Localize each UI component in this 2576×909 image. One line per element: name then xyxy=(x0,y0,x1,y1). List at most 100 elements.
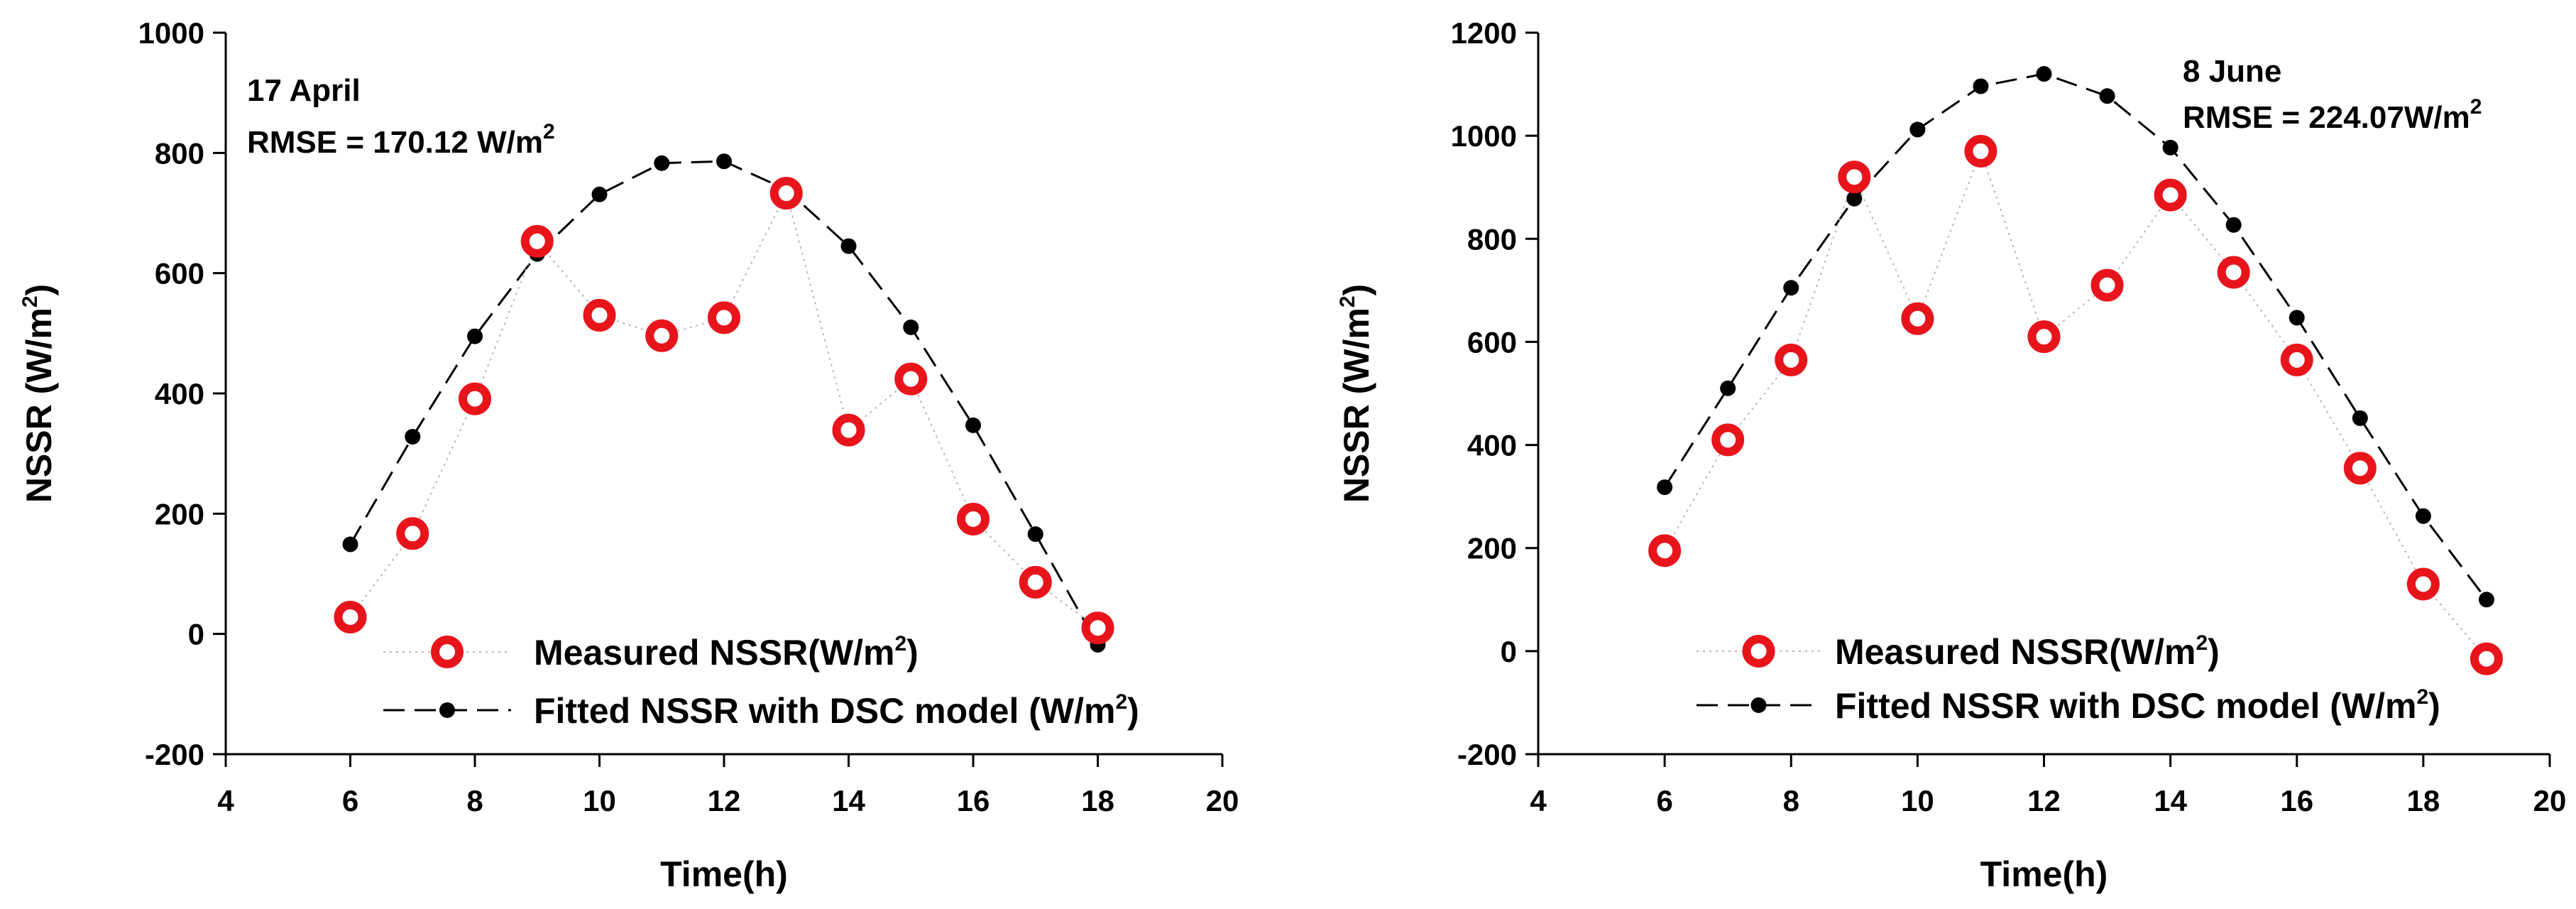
fitted-point xyxy=(1783,280,1799,296)
x-axis-title: Time(h) xyxy=(660,854,788,894)
x-tick-label: 6 xyxy=(1656,784,1672,817)
x-tick-label: 18 xyxy=(2407,784,2440,817)
fitted-point xyxy=(2225,217,2242,233)
fitted-point xyxy=(405,428,421,445)
fitted-point xyxy=(965,417,981,433)
fitted-point xyxy=(2099,88,2115,104)
measured-point xyxy=(2217,256,2250,289)
y-tick-label: 0 xyxy=(1501,635,1517,668)
x-tick-label: 14 xyxy=(832,784,865,817)
fitted-point xyxy=(591,186,608,202)
date-annotation: 17 April xyxy=(247,73,361,108)
y-axis-title: NSSR (W/m2) xyxy=(1336,284,1376,503)
x-tick-label: 8 xyxy=(1783,784,1799,817)
legend-measured-marker xyxy=(1742,635,1775,668)
x-tick-label: 10 xyxy=(583,784,616,817)
legend-fitted-label: Fitted NSSR with DSC model (W/m2) xyxy=(1835,685,2440,726)
legend-fitted-marker xyxy=(1750,697,1767,713)
fitted-point xyxy=(654,155,670,171)
fitted-point xyxy=(2036,66,2052,82)
y-tick-label: 200 xyxy=(1467,532,1517,565)
rmse-annotation: RMSE = 170.12 W/m2 xyxy=(247,120,555,160)
measured-point xyxy=(459,382,491,415)
chart-panel-8-june: -200 0 200 400 600 800 1000 1200 4 6 8 10 12 14 16 18 20… xyxy=(1336,16,2566,894)
measured-point xyxy=(2470,642,2503,675)
x-tick-label: 18 xyxy=(1081,784,1114,817)
legend-fitted-label: Fitted NSSR with DSC model (W/m2) xyxy=(534,690,1139,731)
measured-point xyxy=(1838,160,1871,194)
x-axis-title: Time(h) xyxy=(1980,854,2108,894)
y-tick-label: 800 xyxy=(155,136,204,170)
y-tick-label: 600 xyxy=(155,257,204,290)
y-tick-label: 400 xyxy=(1467,429,1517,462)
fitted-point xyxy=(716,153,732,170)
y-tick-label: 800 xyxy=(1467,222,1517,256)
measured-point xyxy=(1081,611,1114,645)
x-tick-label: 16 xyxy=(2280,784,2313,817)
x-tick-label: 20 xyxy=(1206,784,1239,817)
fitted-point xyxy=(1027,526,1043,543)
y-tick-label: -200 xyxy=(1457,738,1517,771)
fitted-point xyxy=(1720,380,1736,396)
measured-point xyxy=(1775,343,1808,376)
fitted-point xyxy=(2415,508,2431,524)
x-tick-label: 8 xyxy=(466,784,483,817)
measured-point xyxy=(2027,320,2061,354)
legend-measured-label: Measured NSSR(W/m2) xyxy=(534,632,919,673)
measured-point xyxy=(769,177,803,210)
measured-point xyxy=(1648,534,1682,567)
x-tick-label: 20 xyxy=(2533,784,2567,817)
y-tick-label: 200 xyxy=(155,497,204,530)
fitted-point xyxy=(467,328,483,344)
measured-point xyxy=(2343,452,2377,485)
y-tick-label: 1000 xyxy=(138,16,204,50)
y-tick-label: 400 xyxy=(155,377,204,410)
fitted-point xyxy=(2478,592,2494,608)
measured-point xyxy=(583,298,616,332)
y-axis-title: NSSR (W/m2) xyxy=(18,284,59,503)
measured-point xyxy=(2280,343,2313,376)
measured-point xyxy=(832,413,865,447)
measured-point xyxy=(1964,134,1997,168)
measured-point xyxy=(520,224,554,258)
y-tick-label: 0 xyxy=(188,618,204,651)
x-tick-label: 14 xyxy=(2154,784,2187,817)
x-tick-label: 10 xyxy=(1901,784,1934,817)
legend-measured-marker xyxy=(431,636,464,668)
fitted-point xyxy=(1846,190,1863,207)
fitted-point xyxy=(840,238,857,254)
legend-fitted-marker xyxy=(439,702,455,718)
measured-point xyxy=(894,362,928,396)
measured-point xyxy=(2154,178,2187,212)
fitted-point xyxy=(1657,479,1673,496)
measured-point xyxy=(396,517,429,550)
date-annotation: 8 June xyxy=(2183,54,2281,89)
x-tick-label: 6 xyxy=(342,784,358,817)
fitted-series-line xyxy=(1663,72,2488,601)
x-tick-label: 16 xyxy=(957,784,990,817)
measured-series-line xyxy=(349,191,1099,629)
fitted-point xyxy=(903,319,919,335)
measured-point xyxy=(1711,423,1745,457)
y-tick-label: -200 xyxy=(145,738,204,771)
measured-series-line xyxy=(1664,148,2487,660)
chart-panel-17-april: -200 0 200 400 600 800 1000 4 6 8 10 12 14 16 18 20 Time… xyxy=(18,16,1239,894)
x-tick-label: 12 xyxy=(2027,784,2061,817)
fitted-point xyxy=(1909,121,1926,138)
measured-point xyxy=(334,600,367,633)
measured-point xyxy=(645,319,679,352)
x-tick-label: 4 xyxy=(217,784,234,817)
fitted-point xyxy=(2162,139,2178,156)
fitted-point xyxy=(342,536,358,553)
measured-point xyxy=(957,502,990,535)
y-tick-label: 600 xyxy=(1467,325,1517,359)
legend-measured-label: Measured NSSR(W/m2) xyxy=(1835,631,2220,672)
measured-point xyxy=(708,301,740,334)
fitted-point xyxy=(2352,410,2368,426)
y-tick-label: 1200 xyxy=(1451,16,1517,50)
rmse-annotation: RMSE = 224.07W/m2 xyxy=(2183,95,2482,135)
fitted-point xyxy=(1973,78,1989,94)
measured-point xyxy=(1901,302,1934,335)
measured-point xyxy=(2090,268,2124,302)
measured-point xyxy=(1019,565,1052,599)
